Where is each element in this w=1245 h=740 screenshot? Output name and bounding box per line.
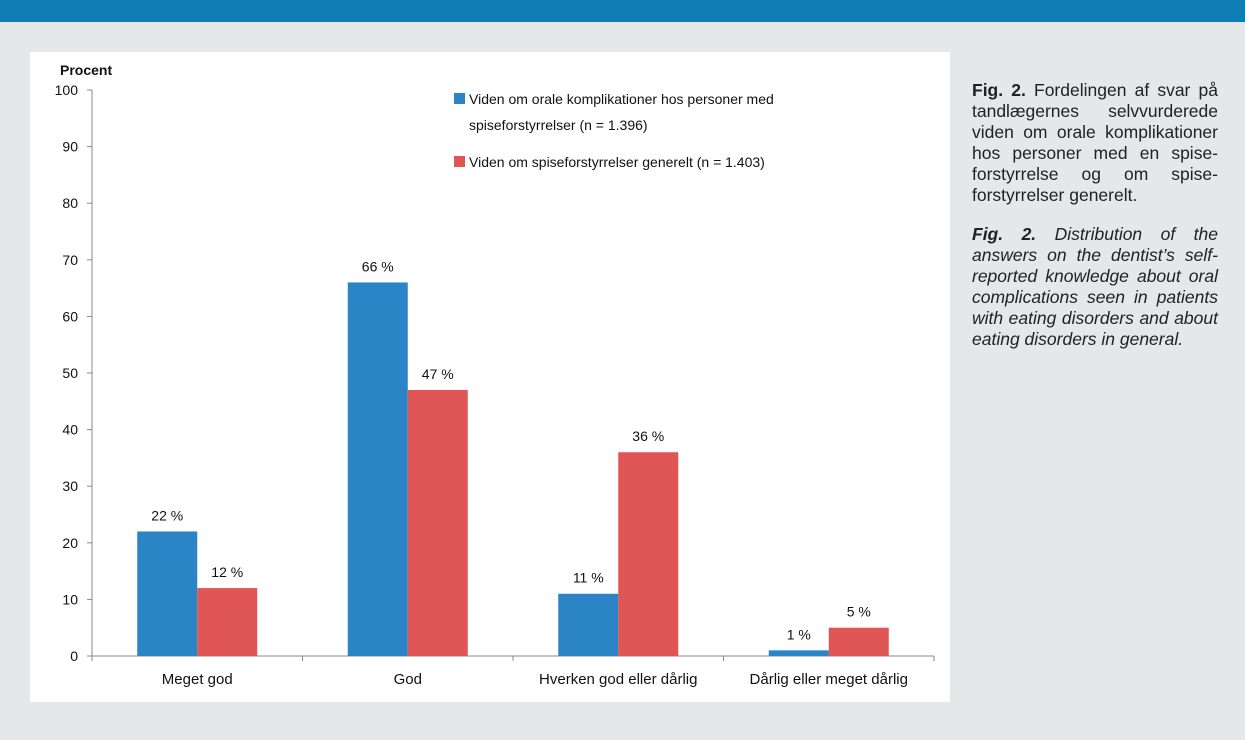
legend: Viden om orale komplikationer hos person… <box>454 91 774 170</box>
bar-data-label: 5 % <box>847 604 871 620</box>
bar-data-label: 11 % <box>573 570 604 586</box>
bar <box>347 282 408 656</box>
caption-danish-label: Fig. 2. <box>972 80 1026 100</box>
bar-chart: Procent 0 10 20 30 40 50 60 70 80 90 100 Meget god… <box>55 62 935 688</box>
bar-data-label: 36 % <box>632 428 664 444</box>
x-category-label: God <box>394 671 422 688</box>
legend-label: spiseforstyrrelser (n = 1.396) <box>469 117 648 133</box>
y-tick-label: 70 <box>62 252 78 268</box>
x-category-label: Meget god <box>162 671 233 688</box>
chart-panel: Procent 0 10 20 30 40 50 60 70 80 90 100 Meget god… <box>30 52 950 702</box>
caption-danish: Fig. 2. Fordelingen af svar på tandlæger… <box>972 80 1218 206</box>
bar <box>618 452 679 656</box>
y-tick-label: 50 <box>62 365 78 381</box>
y-tick-label: 10 <box>62 591 78 607</box>
legend-swatch <box>454 156 465 167</box>
y-tick-label: 90 <box>62 139 78 155</box>
bar-data-label: 66 % <box>362 258 394 274</box>
bar <box>407 389 468 656</box>
y-tick-label: 60 <box>62 308 78 324</box>
x-category-label: Dårlig eller meget dårlig <box>750 671 908 688</box>
caption-english: Fig. 2. Distribution of the answers on t… <box>972 224 1218 350</box>
top-accent-bar <box>0 0 1245 22</box>
bar-data-label: 47 % <box>422 366 454 382</box>
y-tick-label: 40 <box>62 422 78 438</box>
legend-label: Viden om orale komplikationer hos person… <box>469 91 774 107</box>
bar-data-label: 22 % <box>151 507 183 523</box>
y-tick-label: 30 <box>62 478 78 494</box>
bar <box>137 531 198 656</box>
figure-caption: Fig. 2. Fordelingen af svar på tandlæger… <box>972 80 1218 368</box>
x-category-label: Hverken god eller dårlig <box>539 671 697 688</box>
bar <box>828 627 889 656</box>
y-axis-label: Procent <box>60 62 112 78</box>
y-tick-label: 20 <box>62 535 78 551</box>
caption-danish-text: Fordelingen af svar på tandlægernes selv… <box>972 80 1218 205</box>
y-tick-label: 0 <box>70 648 78 664</box>
bar <box>197 588 258 656</box>
bar-data-label: 12 % <box>211 564 243 580</box>
caption-english-label: Fig. 2. <box>972 224 1037 244</box>
bars: Meget god 22 % 12 % God 66 % 47 % Hverken god … <box>137 258 908 688</box>
caption-english-text: Distribution of the answers on the denti… <box>972 224 1219 349</box>
y-tick-label: 100 <box>55 82 79 98</box>
legend-swatch <box>454 93 465 104</box>
bar <box>768 650 829 656</box>
legend-label: Viden om spiseforstyrrelser generelt (n … <box>469 154 765 170</box>
y-tick-label: 80 <box>62 195 78 211</box>
bar-data-label: 1 % <box>787 626 811 642</box>
bar <box>558 593 619 656</box>
